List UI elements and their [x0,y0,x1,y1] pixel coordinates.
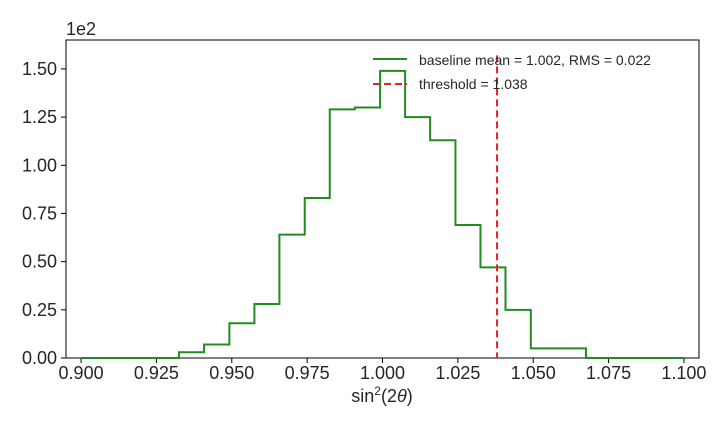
y-axis-ticks: 0.00 0.25 0.50 0.75 1.00 1.25 1.50 [22,59,66,368]
y-tick-label: 0.00 [22,348,57,368]
y-tick-label: 1.00 [22,155,57,175]
x-tick-label: 1.000 [360,363,405,383]
y-tick-label: 0.75 [22,203,57,223]
legend-label-baseline: baseline mean = 1.002, RMS = 0.022 [419,52,651,68]
x-tick-label: 1.050 [511,363,556,383]
y-offset-label: 1e2 [66,19,96,39]
legend-label-threshold: threshold = 1.038 [419,76,528,92]
y-tick-label: 1.50 [22,59,57,79]
x-tick-label: 1.075 [586,363,631,383]
x-axis-ticks: 0.900 0.925 0.950 0.975 1.000 1.025 1.050 1.075… [59,358,706,383]
x-tick-label: 0.925 [134,363,179,383]
x-tick-label: 1.100 [661,363,706,383]
y-tick-label: 0.25 [22,300,57,320]
y-tick-label: 0.50 [22,252,57,272]
plot-frame [65,39,700,359]
x-tick-label: 1.025 [435,363,480,383]
baseline-histogram-step [81,69,684,359]
x-tick-label: 0.950 [209,363,254,383]
x-axis-label: sin2(2θ) [351,384,412,406]
x-tick-label: 0.900 [59,363,104,383]
x-tick-label: 0.975 [285,363,330,383]
y-tick-label: 1.25 [22,107,57,127]
legend: baseline mean = 1.002, RMS = 0.022 thres… [373,52,651,92]
